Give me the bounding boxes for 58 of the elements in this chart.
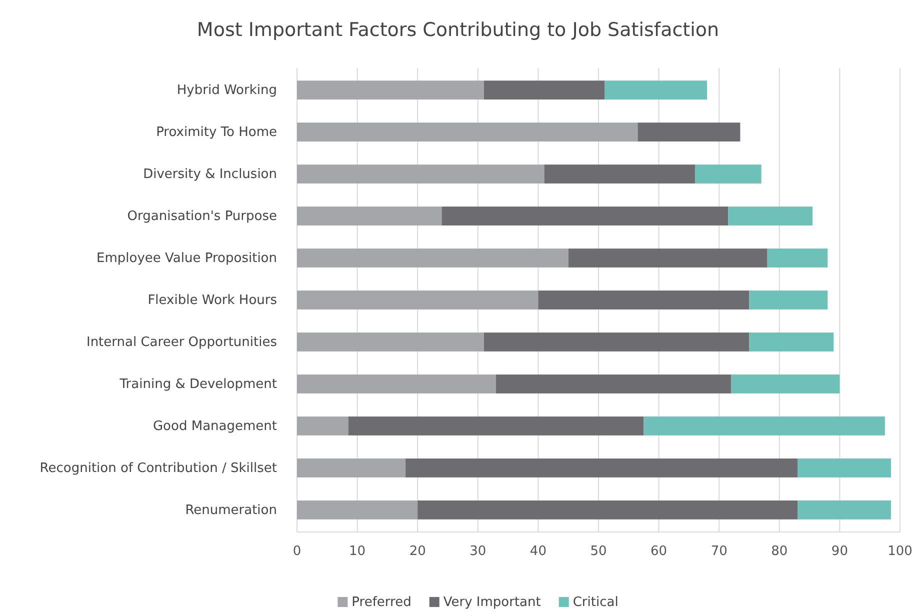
bar	[568, 248, 768, 268]
x-tick-label: 0	[292, 544, 302, 560]
bar	[638, 122, 740, 142]
y-tick-label: Employee Value Proposition	[96, 251, 277, 266]
bar	[297, 164, 544, 184]
x-tick-label: 50	[590, 544, 607, 560]
bar	[297, 500, 418, 520]
bar	[797, 500, 891, 520]
bar	[484, 332, 750, 352]
legend-label: Very Important	[443, 595, 541, 610]
bar	[348, 416, 644, 436]
bar	[297, 374, 496, 394]
x-tick-label: 30	[470, 544, 486, 560]
y-tick-label: Internal Career Opportunities	[86, 335, 278, 350]
bar	[731, 374, 840, 394]
bar	[694, 164, 762, 184]
y-tick-label: Flexible Work Hours	[148, 293, 278, 308]
bar	[406, 458, 798, 478]
y-tick-label: Proximity To Home	[156, 125, 277, 140]
x-tick-label: 80	[771, 544, 788, 560]
bar	[544, 164, 695, 184]
bar	[297, 332, 484, 352]
x-tick-label: 70	[710, 544, 728, 560]
x-tick-label: 40	[530, 544, 546, 560]
x-tick-label: 90	[831, 544, 848, 560]
legend-label: Critical	[572, 595, 618, 610]
bar	[797, 458, 891, 478]
bar	[297, 206, 442, 226]
bar	[728, 206, 813, 226]
y-tick-label: Recognition of Contribution / Skillset	[40, 461, 277, 476]
y-tick-label: Renumeration	[185, 503, 277, 518]
x-tick-label: 100	[888, 544, 912, 560]
bar	[418, 500, 798, 520]
x-tick-label: 10	[349, 544, 366, 560]
bar	[496, 374, 732, 394]
bar	[484, 80, 605, 100]
legend-label: Preferred	[352, 595, 412, 610]
bar	[767, 248, 828, 268]
y-tick-label: Good Management	[152, 419, 277, 434]
bar	[538, 290, 750, 310]
bar	[749, 332, 834, 352]
bar	[297, 80, 484, 100]
y-tick-label: Organisation's Purpose	[127, 209, 277, 224]
bar	[297, 458, 406, 478]
bar	[749, 290, 828, 310]
bar	[297, 290, 538, 310]
x-tick-label: 60	[650, 544, 668, 560]
x-tick-label: 20	[409, 544, 426, 560]
bar	[604, 80, 708, 100]
bar	[297, 122, 638, 142]
bar	[644, 416, 885, 436]
chart-title: Most Important Factors Contributing to Job Satisfaction	[196, 19, 720, 41]
bar	[297, 248, 568, 268]
bar	[442, 206, 728, 226]
y-tick-label: Hybrid Working	[176, 83, 277, 98]
y-tick-label: Training & Development	[118, 377, 277, 392]
y-tick-label: Diversity & Inclusion	[143, 167, 277, 182]
bar	[297, 416, 348, 436]
